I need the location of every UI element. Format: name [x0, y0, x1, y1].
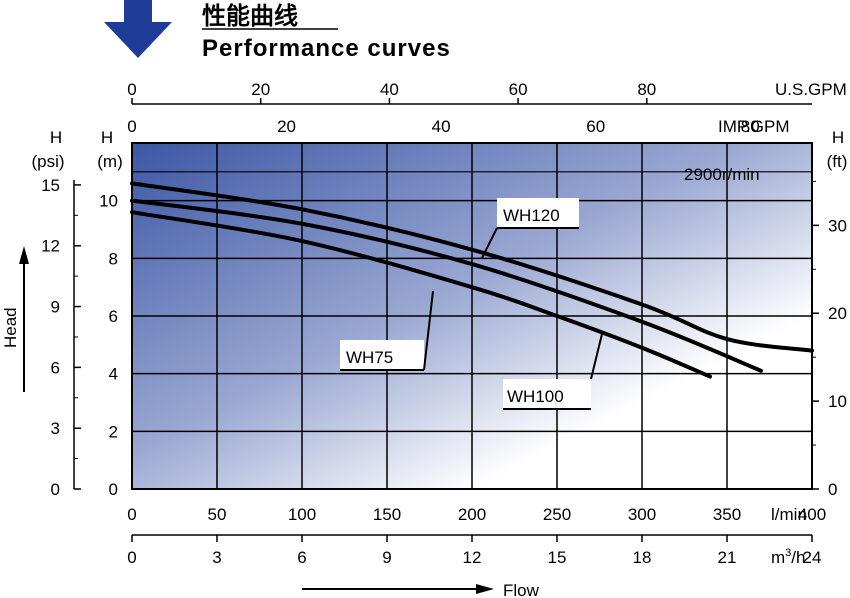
tick-label-lpm: 0	[127, 505, 136, 524]
tick-label-psi: 6	[51, 358, 60, 377]
tick-label-m: 8	[109, 249, 118, 268]
tick-label-lpm: 250	[543, 505, 571, 524]
chart-title-en: Performance curves	[202, 35, 451, 62]
head-label: Head	[1, 307, 20, 348]
tick-label-lpm: 50	[208, 505, 227, 524]
tick-label-lpm: 400	[798, 505, 826, 524]
tick-label-ft: 10	[828, 392, 847, 411]
tick-label-ft: 20	[828, 304, 847, 323]
tick-label-impgpm: 20	[277, 117, 296, 136]
tick-label-psi: 9	[51, 298, 60, 317]
psi-label-unit: (psi)	[31, 152, 64, 171]
psi-label-top: H	[50, 128, 62, 147]
plot-border	[131, 142, 813, 490]
series-label-wh75: WH75	[340, 290, 434, 371]
flow-label: Flow	[503, 581, 540, 598]
tick-label-m: 6	[109, 307, 118, 326]
m-label-top: H	[101, 128, 113, 147]
tick-label-lpm: 300	[628, 505, 656, 524]
tick-label-usgpm: 20	[251, 80, 270, 99]
tick-label-m3h: 15	[548, 548, 567, 567]
down-arrow-icon	[104, 0, 172, 58]
tick-label-usgpm: 60	[509, 80, 528, 99]
tick-label-usgpm: 0	[127, 80, 136, 99]
curves	[130, 181, 814, 379]
tick-label-m3h: 9	[382, 548, 391, 567]
tick-label-lpm: 100	[288, 505, 316, 524]
tick-label-m3h: 21	[718, 548, 737, 567]
tick-label-m3h: 24	[803, 548, 822, 567]
series-label-wh100-text: WH100	[507, 387, 564, 406]
m3h-unit: m3/h	[771, 547, 805, 567]
lpm-unit: l/min	[771, 505, 807, 524]
curve-wh120	[130, 181, 814, 353]
tick-label-impgpm: 80	[741, 117, 760, 136]
usgpm-unit: U.S.GPM	[775, 80, 847, 99]
tick-label-impgpm: 60	[586, 117, 605, 136]
tick-label-psi: 12	[41, 237, 60, 256]
tick-label-m3h: 12	[463, 548, 482, 567]
tick-label-psi: 3	[51, 419, 60, 438]
series-label-wh120: WH120	[481, 198, 579, 259]
chart-title-cn: 性能曲线	[202, 2, 298, 30]
tick-label-impgpm: 40	[432, 117, 451, 136]
flow-arrow-icon	[302, 584, 494, 594]
tick-label-impgpm: 0	[127, 117, 136, 136]
curve-wh100	[130, 198, 763, 373]
series-label-wh100: WH100	[503, 333, 603, 410]
tick-label-ft: 30	[828, 216, 847, 235]
tick-label-m3h: 18	[633, 548, 652, 567]
impgpm-unit: IMP.GPM	[718, 117, 789, 136]
speed-label: 2900r/min	[684, 165, 760, 184]
tick-label-m3h: 0	[127, 548, 136, 567]
tick-label-lpm: 150	[373, 505, 401, 524]
tick-label-m3h: 3	[212, 548, 221, 567]
tick-label-lpm: 350	[713, 505, 741, 524]
ft-label-unit: (ft)	[827, 152, 848, 171]
ft-label-top: H	[832, 128, 844, 147]
series-label-wh75-text: WH75	[346, 348, 393, 367]
tick-label-m: 2	[109, 422, 118, 441]
m-label-unit: (m)	[97, 152, 122, 171]
curve-wh75	[130, 210, 712, 379]
tick-label-lpm: 200	[458, 505, 486, 524]
tick-label-usgpm: 40	[380, 80, 399, 99]
tick-label-usgpm: 80	[637, 80, 656, 99]
axes	[73, 98, 819, 542]
m3h-unit-base: m	[771, 548, 785, 567]
tick-label-psi: 0	[51, 480, 60, 499]
tick-label-m: 10	[99, 192, 118, 211]
tick-label-psi: 15	[41, 176, 60, 195]
series-label-wh120-text: WH120	[503, 206, 560, 225]
tick-label-m3h: 6	[297, 548, 306, 567]
tick-label-m: 0	[109, 480, 118, 499]
tick-label-ft: 0	[828, 480, 837, 499]
head-arrow-icon	[19, 246, 29, 392]
m3h-unit-sup: 3	[785, 547, 791, 559]
m3h-unit-tail: /h	[791, 548, 805, 567]
tick-label-m: 4	[109, 365, 118, 384]
